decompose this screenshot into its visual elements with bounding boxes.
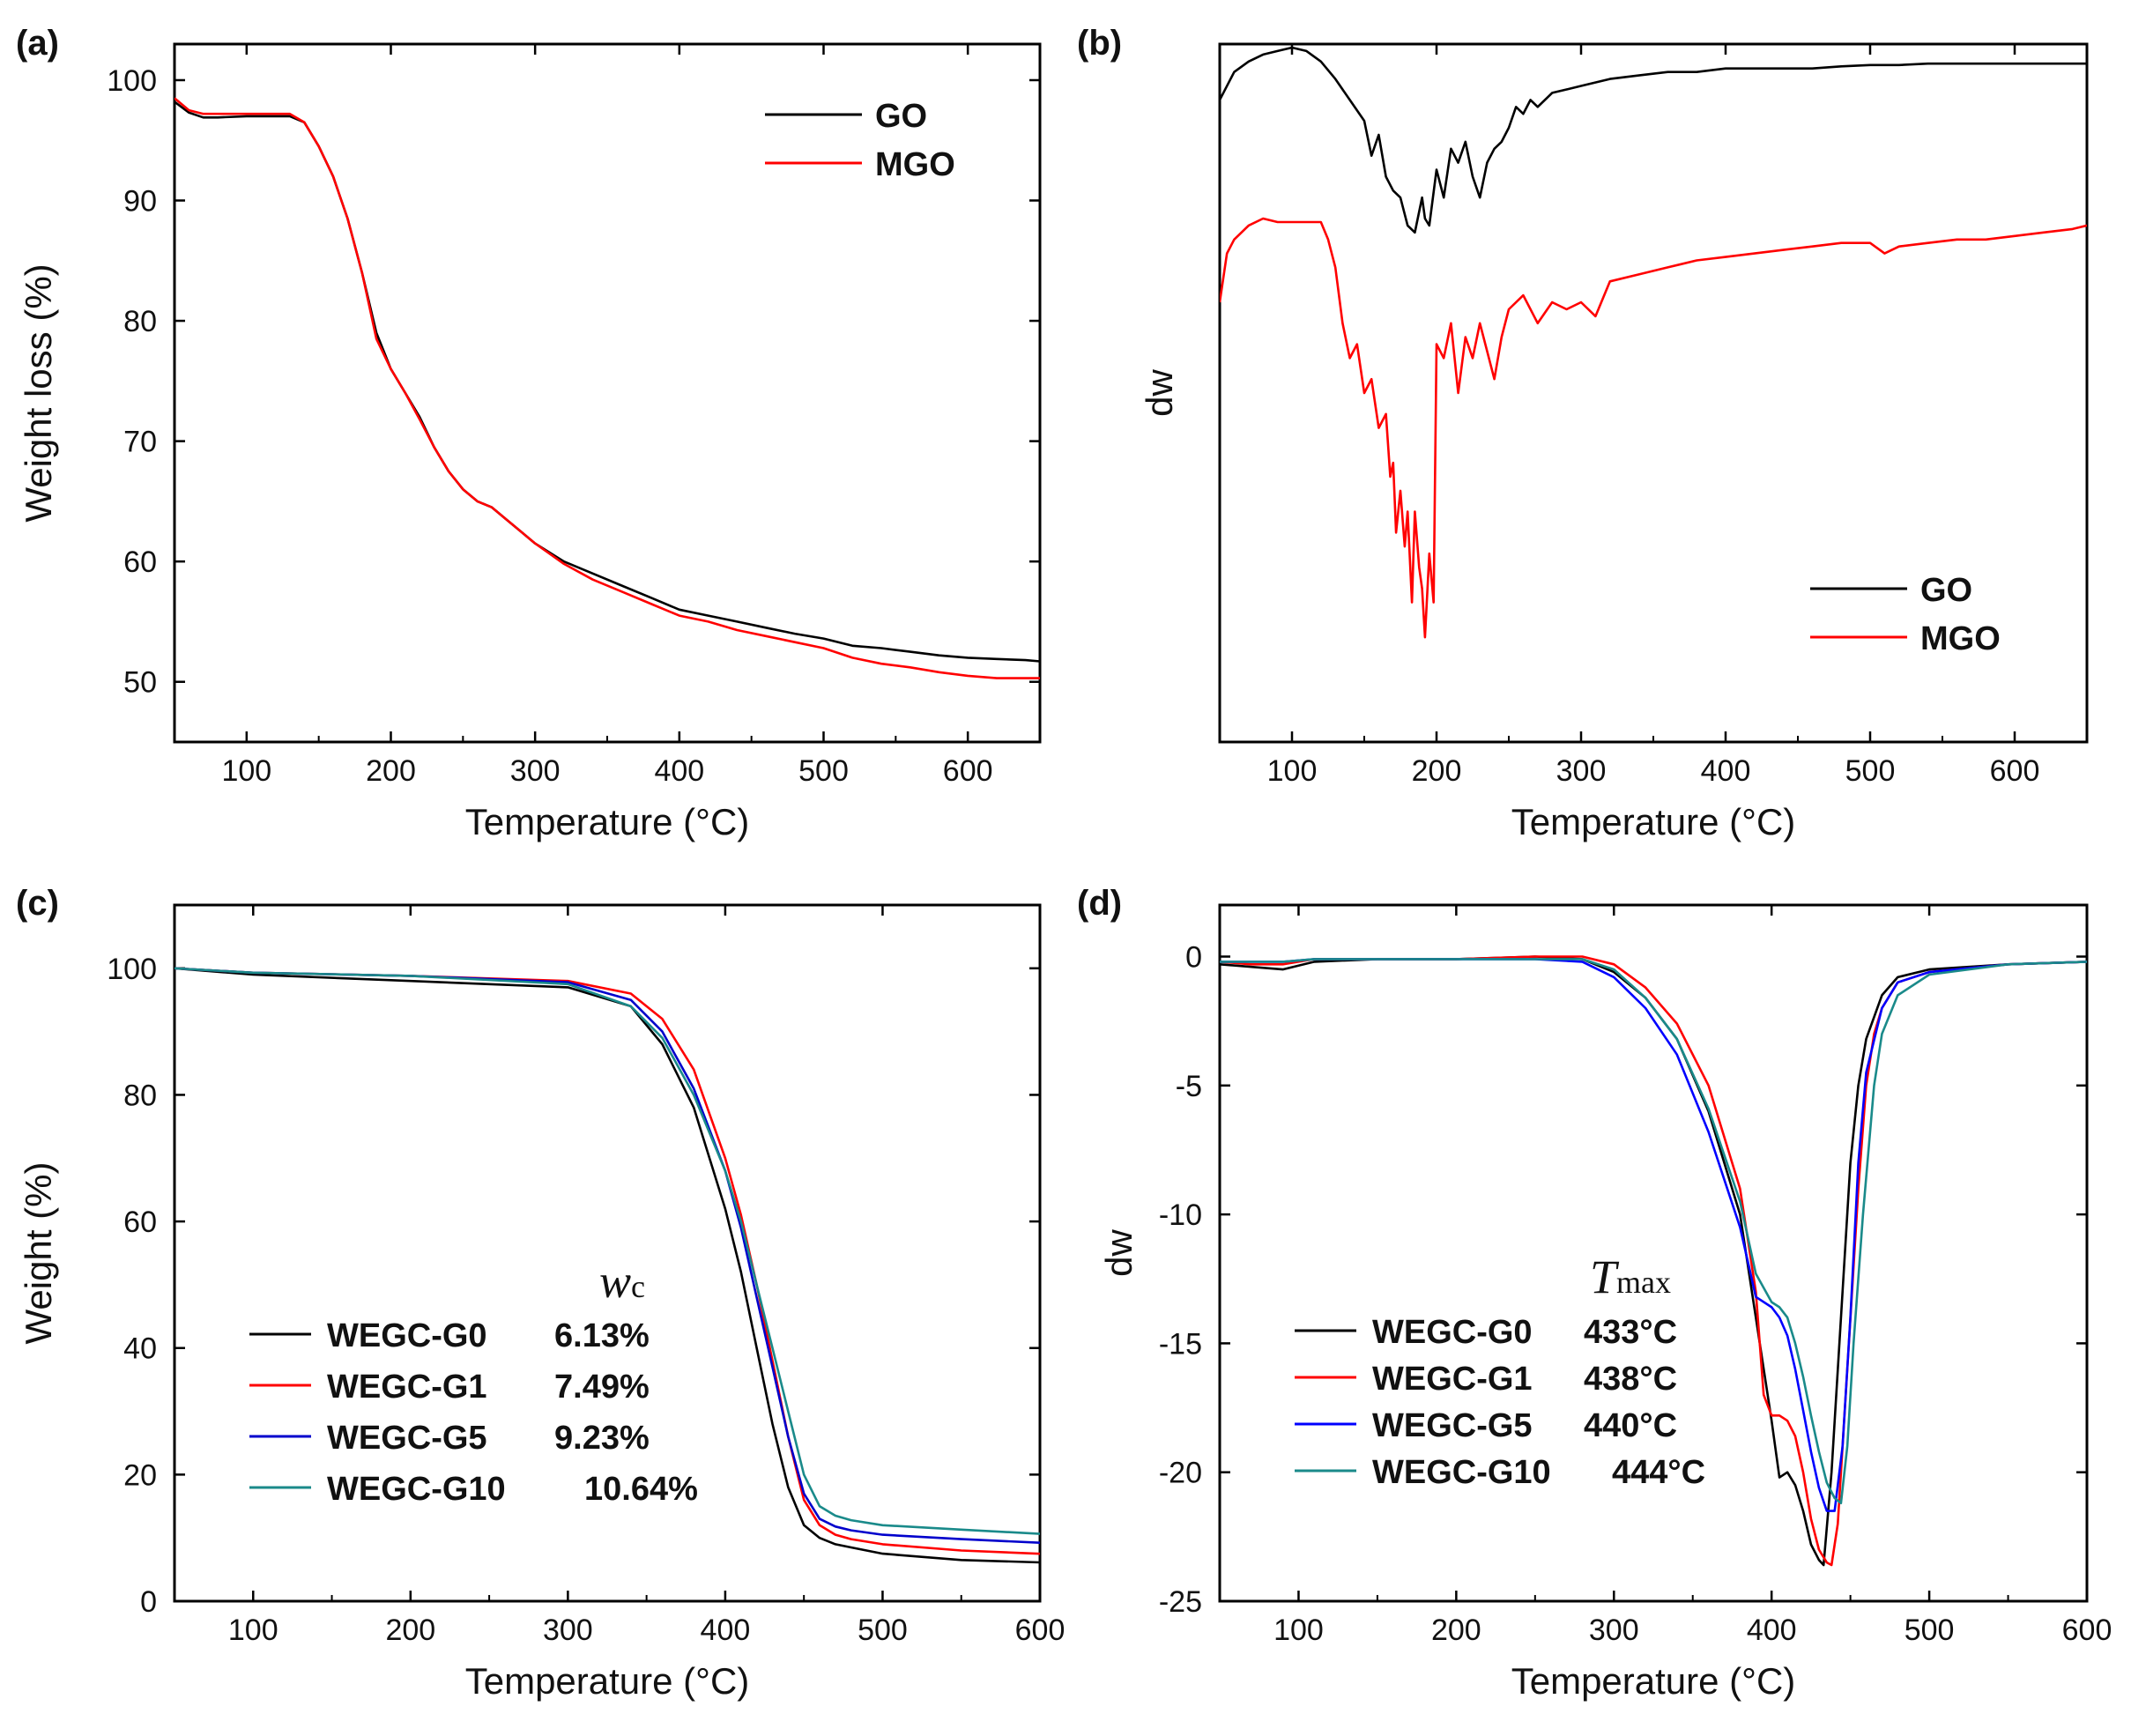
plot-frame: [173, 903, 1042, 1603]
y-tick-label: 100: [107, 64, 157, 98]
legend-value: 9.23%: [554, 1420, 650, 1457]
legend-label: GO: [875, 98, 927, 135]
series-line-mgo: [174, 97, 1040, 679]
series-line-mgo: [1220, 217, 2087, 639]
legend-heading: T: [1590, 1250, 1620, 1303]
panel-label: (c): [16, 884, 59, 923]
y-tick-label: 50: [123, 666, 157, 700]
x-axis-title: Temperature (°C): [1511, 1660, 1796, 1702]
y-tick-label: -15: [1159, 1327, 1202, 1361]
legend-label: WEGC-G5: [1372, 1407, 1533, 1444]
y-tick-label: 100: [107, 953, 157, 986]
legend-value: 444°C: [1612, 1454, 1705, 1491]
legend-label: WEGC-G10: [327, 1471, 506, 1508]
series-line-go: [1220, 46, 2087, 234]
panel-label: (b): [1077, 24, 1122, 63]
y-tick-label: 0: [140, 1585, 157, 1619]
y-tick-label: 40: [123, 1332, 157, 1366]
x-axis-title: Temperature (°C): [465, 801, 750, 842]
chart-panel-3: (d) 100 200 300 400 500 600 0 -5 -10 -15 -20 -25 Temp…: [1077, 884, 2112, 1702]
legend-heading-sub: c: [631, 1269, 645, 1304]
y-tick-label: 60: [123, 545, 157, 579]
x-tick-label: 500: [1905, 1614, 1955, 1647]
x-axis-title: Temperature (°C): [1511, 801, 1796, 842]
y-tick-label: 80: [123, 305, 157, 338]
legend-label: WEGC-G10: [1372, 1454, 1551, 1491]
x-tick-label: 300: [1589, 1614, 1639, 1647]
x-tick-label: 600: [1015, 1614, 1066, 1647]
series-line-wegc-g10: [1220, 958, 2087, 1505]
x-tick-label: 400: [1747, 1614, 1797, 1647]
legend-label: MGO: [875, 146, 955, 183]
x-tick-label: 600: [2062, 1614, 2112, 1647]
chart-panel-0: (a) 100 200 300 400 500 600 50 60 70 80 90 100 Temper…: [16, 24, 1042, 842]
legend-label: MGO: [1920, 620, 2001, 657]
x-tick-label: 400: [701, 1614, 751, 1647]
x-tick-label: 200: [1431, 1614, 1481, 1647]
series-line-go: [174, 100, 1040, 663]
legend-label: WEGC-G5: [327, 1420, 487, 1457]
plot-frame: [1218, 903, 2089, 1603]
x-tick-label: 500: [1845, 754, 1896, 788]
x-tick-label: 200: [385, 1614, 435, 1647]
legend-heading-sub: max: [1616, 1265, 1671, 1300]
x-tick-label: 400: [1701, 754, 1751, 788]
y-tick-label: 60: [123, 1206, 157, 1239]
x-tick-label: 100: [1273, 1614, 1324, 1647]
panel-label: (d): [1077, 884, 1122, 923]
chart-panel-1: (b) 100 200 300 400 500 600 Temperature (°C) dw G…: [1077, 24, 2089, 842]
legend-label: WEGC-G0: [327, 1317, 487, 1354]
x-tick-label: 300: [543, 1614, 593, 1647]
legend-value: 440°C: [1584, 1407, 1677, 1444]
legend-label: WEGC-G1: [327, 1369, 487, 1406]
x-tick-label: 100: [221, 754, 271, 788]
legend-label: GO: [1920, 572, 1972, 609]
y-tick-label: 0: [1185, 941, 1202, 975]
legend-label: WEGC-G1: [1372, 1361, 1533, 1398]
legend-value: 10.64%: [584, 1471, 698, 1508]
x-tick-label: 200: [1412, 754, 1462, 788]
x-tick-label: 200: [366, 754, 416, 788]
series-line-wegc-g10: [174, 967, 1040, 1535]
legend-value: 7.49%: [554, 1369, 650, 1406]
x-tick-label: 500: [858, 1614, 908, 1647]
y-tick-label: -25: [1159, 1585, 1202, 1619]
y-tick-label: -20: [1159, 1457, 1202, 1490]
chart-panel-2: (c) 100 200 300 400 500 600 0 20 40 60 80 100 Tempera…: [16, 884, 1065, 1702]
y-tick-label: -10: [1159, 1198, 1202, 1232]
x-tick-label: 500: [798, 754, 849, 788]
x-tick-label: 100: [1267, 754, 1318, 788]
x-tick-label: 600: [943, 754, 993, 788]
y-tick-label: 80: [123, 1079, 157, 1112]
y-tick-label: 70: [123, 426, 157, 459]
legend-value: 6.13%: [554, 1317, 650, 1354]
x-tick-label: 600: [1990, 754, 2040, 788]
x-tick-label: 300: [1556, 754, 1607, 788]
series-line-wegc-g5: [174, 967, 1040, 1544]
series-line-wegc-g0: [174, 967, 1040, 1564]
y-tick-label: 20: [123, 1458, 157, 1492]
legend-heading: w: [599, 1255, 631, 1308]
x-tick-label: 400: [654, 754, 704, 788]
panel-label: (a): [16, 24, 59, 63]
y-tick-label: -5: [1176, 1070, 1202, 1103]
x-tick-label: 100: [228, 1614, 278, 1647]
y-axis-title: Weight loss (%): [18, 263, 59, 522]
x-tick-label: 300: [510, 754, 561, 788]
x-axis-title: Temperature (°C): [465, 1660, 750, 1702]
legend-label: WEGC-G0: [1372, 1314, 1533, 1351]
y-axis-title: dw: [1139, 368, 1180, 416]
legend-value: 433°C: [1584, 1314, 1677, 1351]
legend-value: 438°C: [1584, 1361, 1677, 1398]
y-tick-label: 90: [123, 185, 157, 219]
y-axis-title: dw: [1098, 1228, 1140, 1276]
y-axis-title: Weight (%): [18, 1162, 59, 1345]
